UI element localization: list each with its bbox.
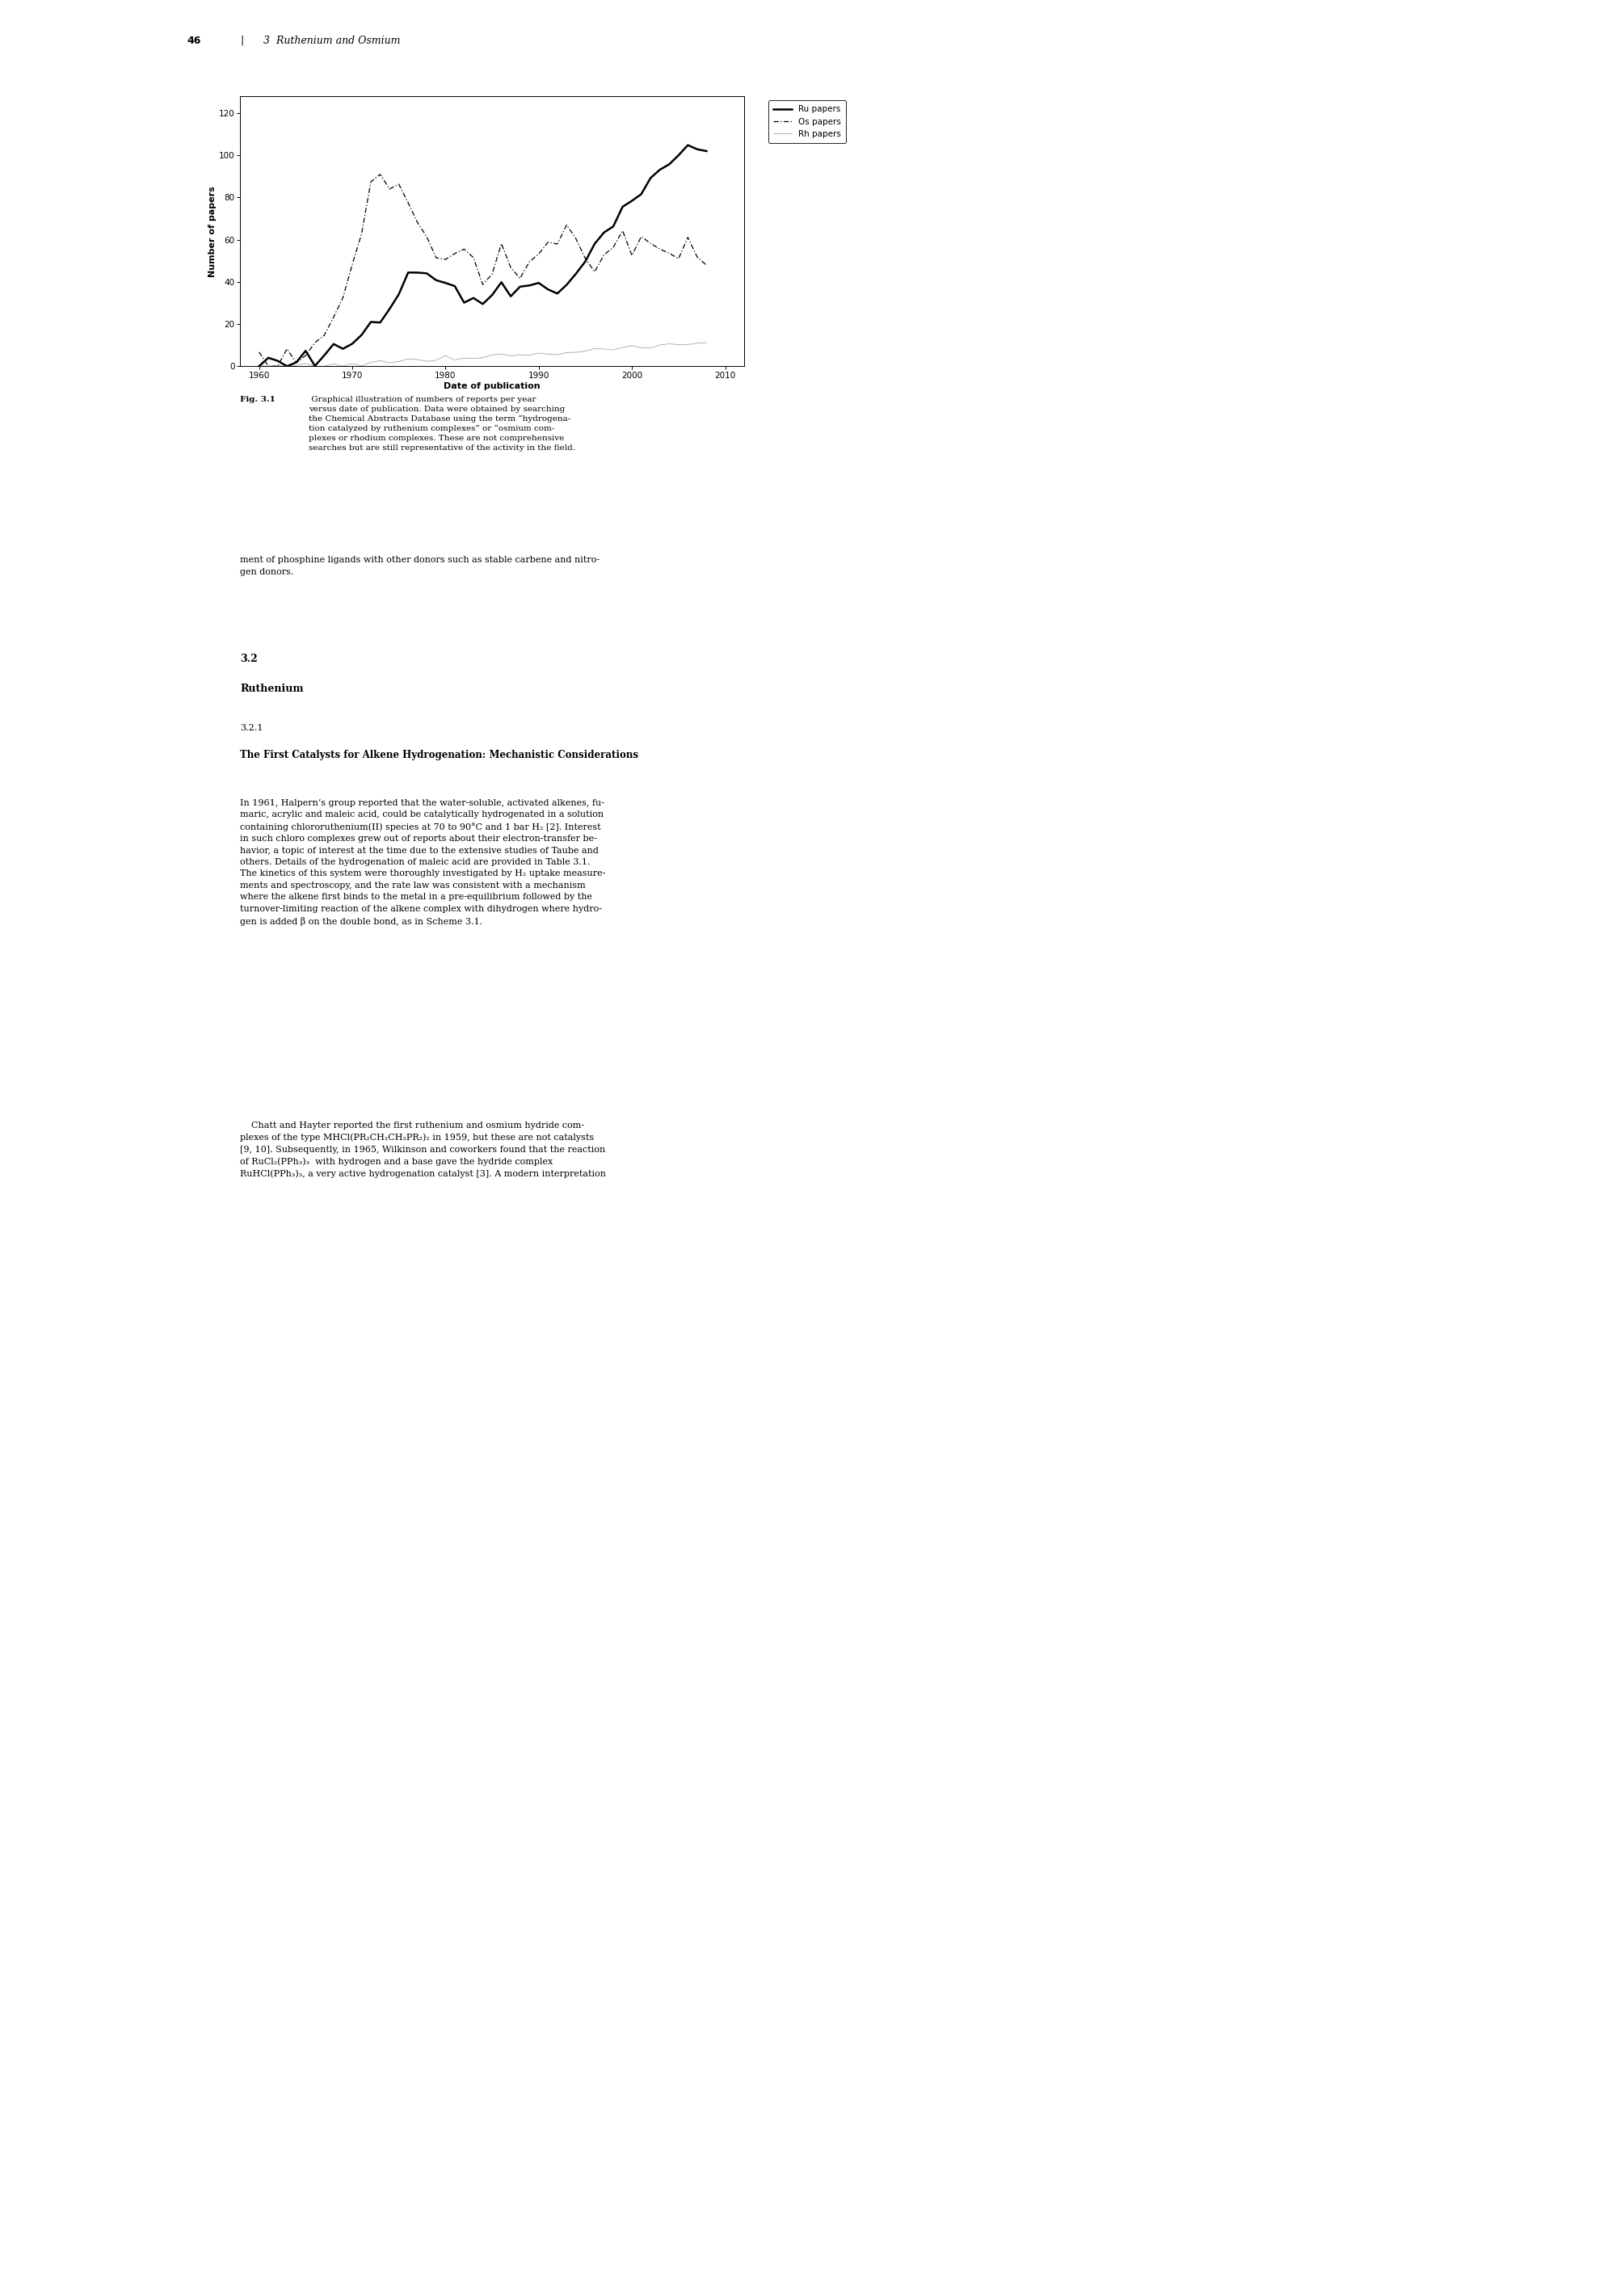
Text: Graphical illustration of numbers of reports per year
versus date of publication: Graphical illustration of numbers of rep… [309, 396, 575, 451]
Text: ment of phosphine ligands with other donors such as stable carbene and nitro-
ge: ment of phosphine ligands with other don… [240, 556, 599, 577]
Text: The First Catalysts for Alkene Hydrogenation: Mechanistic Considerations: The First Catalysts for Alkene Hydrogena… [240, 749, 638, 760]
Y-axis label: Number of papers: Number of papers [208, 185, 216, 277]
Legend: Ru papers, Os papers, Rh papers: Ru papers, Os papers, Rh papers [768, 101, 846, 144]
Text: In 1961, Halpern’s group reported that the water-soluble, activated alkenes, fu-: In 1961, Halpern’s group reported that t… [240, 799, 606, 925]
Text: 3  Ruthenium and Osmium: 3 Ruthenium and Osmium [263, 34, 400, 46]
Text: |: | [240, 34, 244, 46]
Text: Chatt and Hayter reported the first ruthenium and osmium hydride com-
plexes of : Chatt and Hayter reported the first ruth… [240, 1122, 606, 1179]
Text: Ruthenium: Ruthenium [240, 682, 304, 694]
Text: 3.2.1: 3.2.1 [240, 723, 263, 732]
Text: 3.2: 3.2 [240, 652, 258, 664]
X-axis label: Date of publication: Date of publication [443, 382, 541, 389]
Text: 46: 46 [187, 34, 201, 46]
Text: Fig. 3.1: Fig. 3.1 [240, 396, 276, 403]
